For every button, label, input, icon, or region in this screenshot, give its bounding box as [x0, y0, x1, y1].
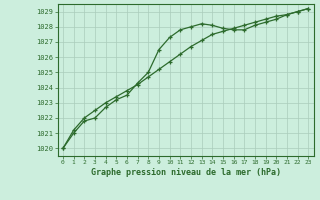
X-axis label: Graphe pression niveau de la mer (hPa): Graphe pression niveau de la mer (hPa) [91, 168, 281, 177]
